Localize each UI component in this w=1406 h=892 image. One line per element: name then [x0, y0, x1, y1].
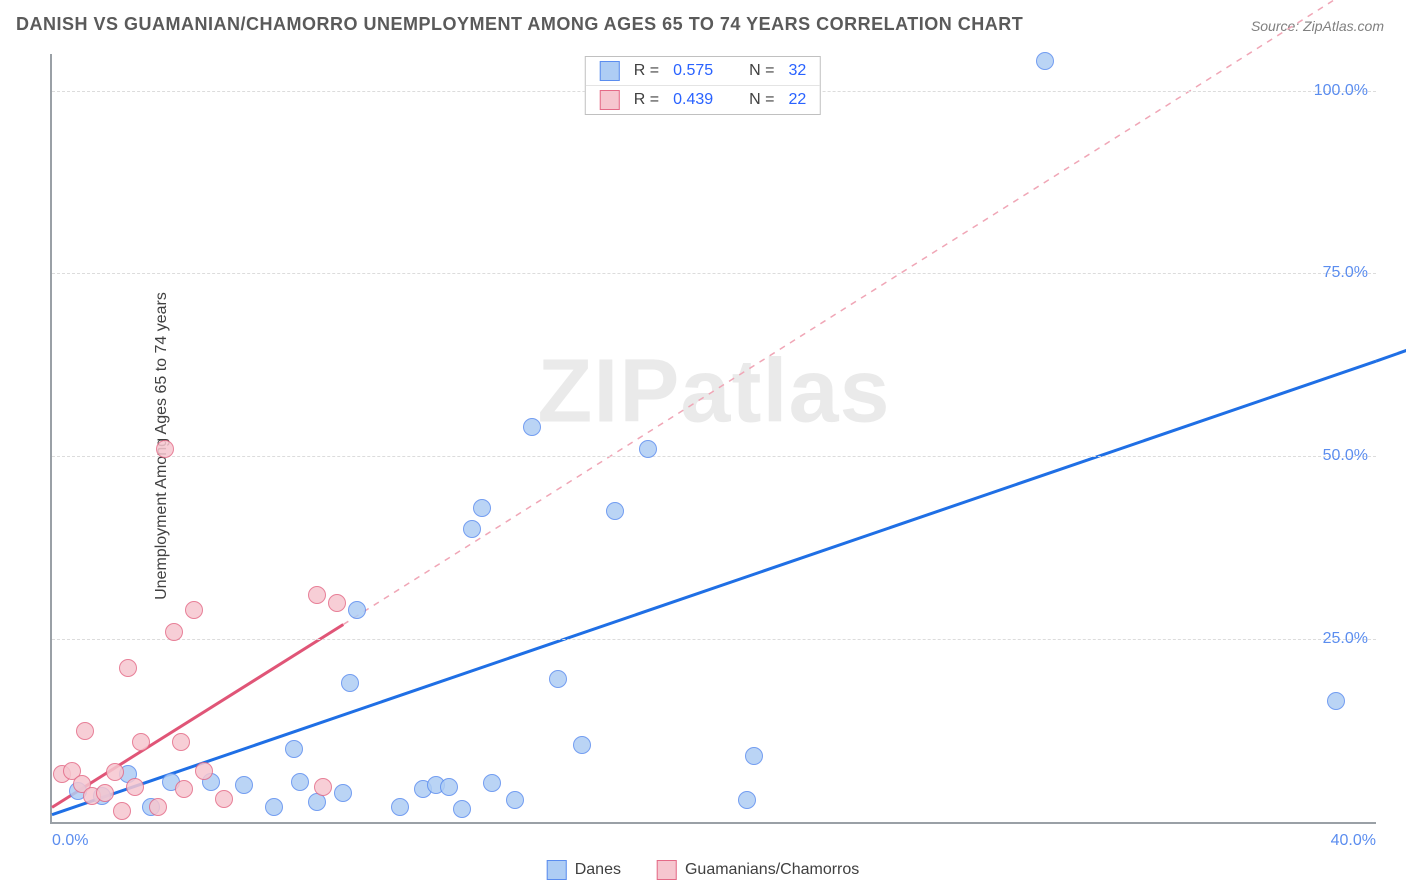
gridline [52, 639, 1376, 640]
n-value: 22 [788, 91, 806, 109]
scatter-point [573, 736, 591, 754]
scatter-point [291, 773, 309, 791]
scatter-point [314, 778, 332, 796]
swatch-icon [657, 860, 677, 880]
r-value: 0.575 [673, 62, 725, 80]
scatter-point [473, 499, 491, 517]
trend-line [343, 0, 1376, 625]
scatter-point [265, 798, 283, 816]
scatter-point [215, 790, 233, 808]
scatter-point [165, 623, 183, 641]
gridline [52, 273, 1376, 274]
n-value: 32 [788, 62, 806, 80]
scatter-point [96, 784, 114, 802]
swatch-icon [600, 61, 620, 81]
scatter-point [738, 791, 756, 809]
scatter-point [195, 762, 213, 780]
correlation-legend-row: R = 0.439 N = 22 [586, 85, 820, 114]
trend-line [52, 361, 1376, 814]
scatter-point [175, 780, 193, 798]
scatter-point [341, 674, 359, 692]
x-tick-min: 0.0% [52, 832, 88, 850]
scatter-point [113, 802, 131, 820]
scatter-point [506, 791, 524, 809]
correlation-legend-row: R = 0.575 N = 32 [586, 57, 820, 85]
scatter-point [745, 747, 763, 765]
scatter-point [185, 601, 203, 619]
scatter-point [106, 763, 124, 781]
scatter-point [440, 778, 458, 796]
scatter-point [348, 601, 366, 619]
scatter-point [1036, 52, 1054, 70]
r-label: R = [634, 62, 659, 80]
chart-plot-area: ZIPatlas 0.0% 40.0% 25.0%50.0%75.0%100.0… [50, 54, 1376, 824]
y-tick-label: 75.0% [1323, 264, 1368, 282]
legend-item: Danes [547, 860, 621, 880]
scatter-point [308, 586, 326, 604]
series-legend: Danes Guamanians/Chamorros [547, 860, 860, 880]
legend-label: Danes [575, 861, 621, 879]
scatter-point [483, 774, 501, 792]
r-value: 0.439 [673, 91, 725, 109]
scatter-point [172, 733, 190, 751]
scatter-point [549, 670, 567, 688]
scatter-point [156, 440, 174, 458]
scatter-point [606, 502, 624, 520]
scatter-point [639, 440, 657, 458]
trend-line [1376, 303, 1406, 362]
chart-source: Source: ZipAtlas.com [1251, 18, 1384, 34]
n-label: N = [749, 62, 774, 80]
y-tick-label: 50.0% [1323, 447, 1368, 465]
scatter-point [1327, 692, 1345, 710]
scatter-point [285, 740, 303, 758]
correlation-legend: R = 0.575 N = 32 R = 0.439 N = 22 [585, 56, 821, 115]
n-label: N = [749, 91, 774, 109]
scatter-point [463, 520, 481, 538]
x-tick-max: 40.0% [1331, 832, 1376, 850]
scatter-point [328, 594, 346, 612]
scatter-point [119, 659, 137, 677]
scatter-point [523, 418, 541, 436]
scatter-point [132, 733, 150, 751]
scatter-point [76, 722, 94, 740]
y-tick-label: 100.0% [1314, 82, 1368, 100]
trend-lines-layer [52, 54, 1376, 822]
legend-item: Guamanians/Chamorros [657, 860, 859, 880]
scatter-point [235, 776, 253, 794]
scatter-point [126, 778, 144, 796]
legend-label: Guamanians/Chamorros [685, 861, 859, 879]
scatter-point [391, 798, 409, 816]
chart-title: DANISH VS GUAMANIAN/CHAMORRO UNEMPLOYMEN… [16, 14, 1023, 35]
scatter-point [334, 784, 352, 802]
scatter-point [149, 798, 167, 816]
scatter-point [453, 800, 471, 818]
r-label: R = [634, 91, 659, 109]
swatch-icon [600, 90, 620, 110]
gridline [52, 456, 1376, 457]
swatch-icon [547, 860, 567, 880]
y-tick-label: 25.0% [1323, 630, 1368, 648]
